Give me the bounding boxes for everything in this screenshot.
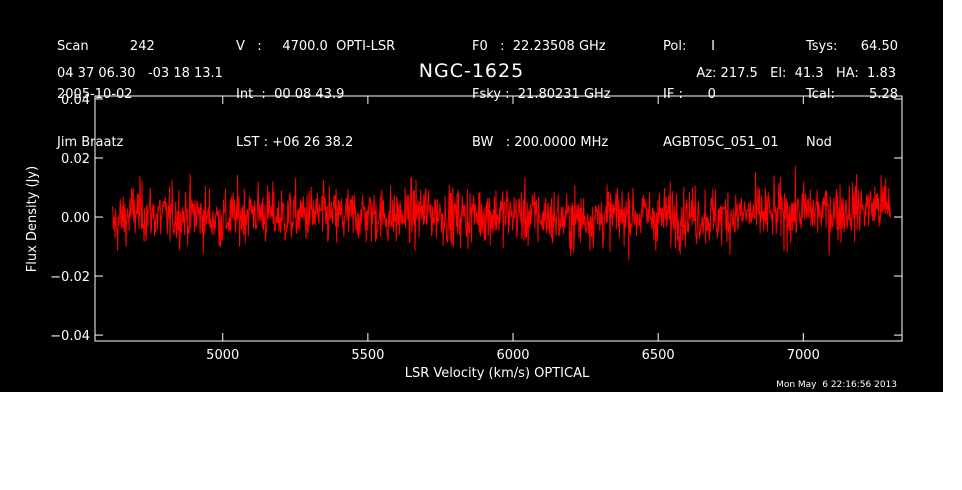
x-tick-label: 6500	[642, 348, 675, 363]
integration-time: Int : 00 08 43.9	[236, 87, 345, 102]
lst: LST : +06 26 38.2	[236, 135, 354, 150]
x-tick-label: 5000	[206, 348, 239, 363]
series-line	[111, 165, 891, 261]
bandwidth: BW : 200.0000 MHz	[472, 135, 609, 150]
plot-timestamp: Mon May 6 22:16:56 2013	[776, 380, 897, 390]
rest-frequency: F0 : 22.23508 GHz	[472, 39, 606, 54]
spectrum-plot: 5000 5500 6000 6500 7000 −0.04 −0.02 0.00 0.02 0…	[25, 93, 903, 381]
x-tick-label: 6000	[496, 348, 529, 363]
frequency-info: F0 : 22.23508 GHz Fsky : 21.80231 GHz BW…	[472, 7, 611, 183]
x-tick-label: 5500	[351, 348, 384, 363]
sky-frequency: Fsky : 21.80231 GHz	[472, 87, 611, 102]
y-tick-label: 0.04	[61, 93, 90, 108]
az-el-ha: Az: 217.5 El: 41.3 HA: 1.83	[696, 66, 896, 81]
velocity: V : 4700.0 OPTI-LSR	[236, 39, 396, 54]
x-axis-label: LSR Velocity (km/s) OPTICAL	[405, 366, 590, 381]
source-coordinates: 04 37 06.30 -03 18 13.1	[57, 66, 223, 81]
spectrum-panel: Scan 242 2005-10-02 Jim Braatz V : 4700.…	[0, 0, 943, 392]
receiver-info: Pol: I IF : 0 AGBT05C_051_01	[663, 7, 779, 183]
y-axis-label: Flux Density (Jy)	[25, 166, 40, 272]
tsys-value: 64.50	[860, 39, 898, 54]
scan-number: Scan 242	[57, 39, 155, 54]
tsys-labels: Tsys: Tcal: Nod	[806, 7, 837, 183]
x-axis: 5000 5500 6000 6500 7000	[206, 96, 820, 363]
tsys-values: 64.50 5.28	[850, 7, 898, 135]
y-tick-label: −0.04	[50, 329, 90, 344]
switch-mode: Nod	[806, 135, 832, 150]
tcal-label: Tcal:	[806, 87, 835, 102]
project-id: AGBT05C_051_01	[663, 135, 779, 150]
spectrum-trace	[111, 165, 891, 261]
plot-frame	[94, 95, 903, 342]
observer: Jim Braatz	[57, 135, 124, 150]
obs-date: 2005-10-02	[57, 87, 133, 102]
tcal-value: 5.28	[869, 87, 898, 102]
tsys-label: Tsys:	[806, 39, 838, 54]
y-tick-label: 0.02	[61, 152, 90, 167]
object-name: NGC-1625	[418, 60, 525, 82]
x-tick-label: 7000	[787, 348, 820, 363]
polarization: Pol: I	[663, 39, 715, 54]
y-axis: −0.04 −0.02 0.00 0.02 0.04	[50, 93, 902, 344]
scan-info: Scan 242 2005-10-02 Jim Braatz	[57, 7, 155, 183]
y-tick-label: 0.00	[61, 211, 90, 226]
y-tick-label: −0.02	[50, 270, 90, 285]
velocity-info: V : 4700.0 OPTI-LSR Int : 00 08 43.9 LST…	[236, 7, 395, 183]
if-number: IF : 0	[663, 87, 716, 102]
